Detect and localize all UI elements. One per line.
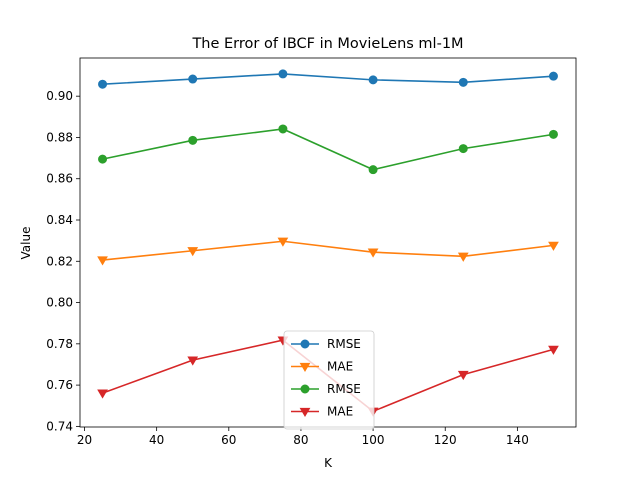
data-point	[548, 241, 559, 251]
data-point	[97, 389, 108, 399]
x-tick-label: 20	[77, 433, 92, 447]
legend-label: MAE	[327, 405, 353, 419]
x-tick-label: 120	[434, 433, 457, 447]
x-tick-label: 80	[293, 433, 308, 447]
y-tick-label: 0.80	[46, 296, 73, 310]
series-2	[98, 124, 558, 175]
legend-marker	[299, 407, 311, 417]
data-point	[188, 135, 198, 145]
x-tick-label: 140	[506, 433, 529, 447]
legend-entry: MAE	[291, 405, 353, 419]
y-tick-label: 0.78	[46, 337, 73, 351]
legend-marker	[299, 362, 311, 372]
series-line	[102, 73, 554, 86]
y-tick-label: 0.82	[46, 254, 73, 268]
legend: RMSE MAE RMSE MAE	[283, 330, 375, 430]
data-point	[98, 79, 108, 89]
y-axis-ticks: 0.74 0.76 0.78 0.80 0.82 0.84 0.86 0.88 0.90	[46, 89, 80, 433]
y-tick-label: 0.76	[46, 378, 73, 392]
series-1	[97, 237, 559, 266]
legend-marker	[300, 384, 310, 394]
x-tick-label: 40	[149, 433, 164, 447]
data-point	[98, 154, 108, 164]
series-0	[98, 69, 558, 89]
legend-label: MAE	[327, 360, 353, 374]
x-tick-label: 60	[221, 433, 236, 447]
y-tick-label: 0.84	[46, 213, 73, 227]
plot-area: 20 40 60 80 100 120 140 0.740.760.780.800.820.…	[46, 57, 577, 447]
data-point	[367, 248, 379, 258]
chart-title: The Error of IBCF in MovieLens ml-1M	[191, 36, 463, 52]
data-point	[188, 74, 198, 84]
data-point	[458, 144, 468, 154]
legend-entry: RMSE	[291, 382, 361, 396]
y-tick-label: 0.88	[46, 130, 73, 144]
legend-label: RMSE	[327, 337, 361, 351]
data-point	[457, 370, 469, 381]
data-point	[548, 71, 558, 81]
legend-label: RMSE	[327, 382, 361, 396]
x-tick-label: 100	[362, 433, 385, 447]
y-tick-label: 0.90	[46, 89, 73, 103]
y-tick-label: 0.74	[46, 419, 73, 433]
data-point	[458, 77, 468, 87]
data-point	[368, 165, 378, 175]
y-axis-label: Value	[19, 227, 33, 260]
y-tick-label: 0.86	[46, 172, 73, 186]
data-point	[187, 247, 199, 257]
data-point	[97, 256, 108, 266]
legend-box	[283, 330, 375, 430]
series-line	[102, 128, 554, 171]
data-point	[368, 75, 378, 85]
legend-marker	[300, 339, 310, 349]
legend-entry: RMSE	[291, 337, 361, 351]
data-point	[278, 124, 288, 134]
data-point	[277, 237, 289, 247]
data-point	[278, 69, 288, 79]
data-point	[187, 356, 199, 366]
data-point	[457, 252, 469, 262]
x-axis-label: K	[324, 456, 333, 470]
data-point	[548, 129, 558, 139]
x-axis-ticks: 20 40 60 80 100 120 140	[77, 427, 529, 447]
data-point	[548, 345, 559, 355]
series-line	[102, 240, 554, 261]
legend-entry: MAE	[291, 360, 353, 374]
